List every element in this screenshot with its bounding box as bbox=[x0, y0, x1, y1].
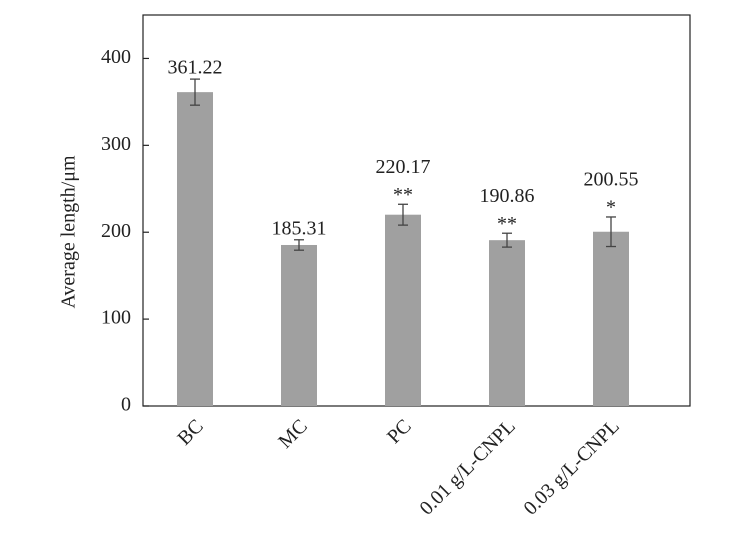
x-tick-label: BC bbox=[173, 415, 207, 449]
significance-label: * bbox=[606, 197, 616, 219]
value-label: 220.17 bbox=[376, 156, 431, 178]
x-tick-label: MC bbox=[274, 415, 312, 453]
bar bbox=[489, 240, 525, 406]
y-axis-label: Average length/μm bbox=[58, 155, 80, 309]
value-label: 200.55 bbox=[584, 169, 639, 191]
significance-label: ** bbox=[393, 184, 413, 206]
y-tick-label: 300 bbox=[101, 133, 131, 155]
value-label: 361.22 bbox=[168, 57, 223, 79]
x-tick-label: 0.03 g/L-CNPL bbox=[519, 415, 623, 519]
value-label: 190.86 bbox=[480, 185, 535, 207]
x-tick-label: 0.01 g/L-CNPL bbox=[415, 415, 519, 519]
x-tick-label: PC bbox=[383, 415, 416, 448]
bar bbox=[385, 214, 421, 406]
y-tick-label: 400 bbox=[101, 46, 131, 68]
bar bbox=[281, 244, 317, 406]
y-tick-label: 200 bbox=[101, 220, 131, 242]
value-label: 185.31 bbox=[272, 217, 327, 239]
y-tick-label: 100 bbox=[101, 307, 131, 329]
significance-label: ** bbox=[497, 213, 517, 235]
y-tick-label: 0 bbox=[121, 394, 131, 416]
bar bbox=[177, 92, 213, 406]
bar bbox=[593, 231, 629, 406]
